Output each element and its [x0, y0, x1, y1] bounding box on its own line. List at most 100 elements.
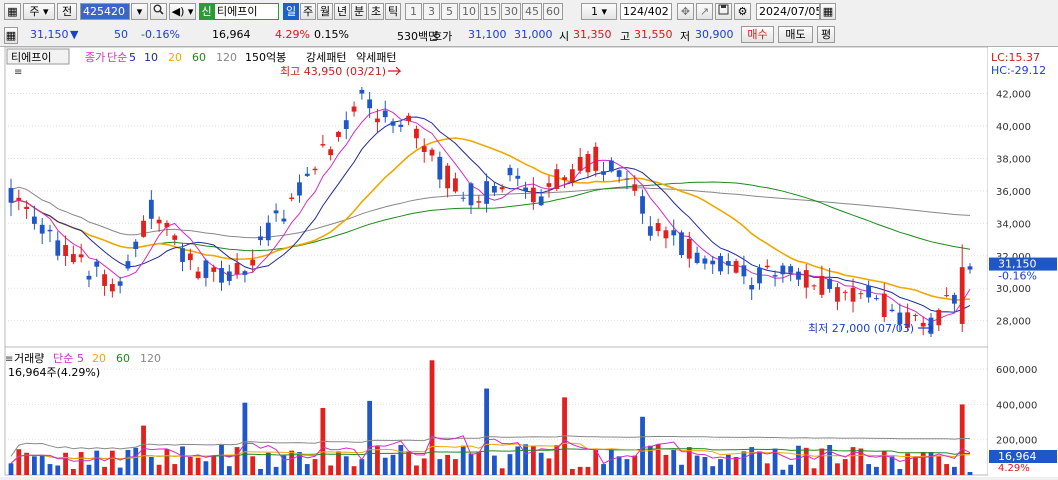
- down-arrow-icon: ▼: [70, 28, 79, 41]
- candle-body: [772, 275, 778, 277]
- period-button-5[interactable]: 초: [368, 3, 384, 20]
- candle-body: [874, 298, 879, 300]
- candle-body: [359, 89, 365, 94]
- volume-bar: [827, 445, 833, 475]
- volume-legend-item: 단순: [53, 352, 73, 365]
- crosshair-icon[interactable]: ✥: [677, 3, 694, 20]
- sound-icon[interactable]: ◀) ▾: [169, 3, 196, 20]
- eval-button[interactable]: 평: [817, 26, 835, 43]
- candle-body: [281, 218, 287, 222]
- period-button-2[interactable]: 월: [317, 3, 333, 20]
- volume-bar: [328, 465, 334, 475]
- draw-tool-icon[interactable]: ↗: [696, 3, 713, 20]
- count-select[interactable]: 1 ▾: [581, 3, 617, 20]
- interval-button-1[interactable]: 1: [405, 3, 422, 20]
- settings-icon[interactable]: ⚙: [734, 3, 751, 20]
- code-dropdown-icon[interactable]: ▾: [131, 3, 148, 20]
- volume-bar: [523, 444, 528, 475]
- candle-body: [944, 295, 950, 297]
- candle-body: [671, 230, 677, 236]
- volume-bar: [733, 457, 739, 475]
- candle-body: [367, 99, 373, 109]
- date-field[interactable]: 2024/07/05: [756, 3, 820, 20]
- buy-button[interactable]: 매수: [741, 26, 774, 43]
- candle-body: [499, 187, 505, 190]
- save-icon[interactable]: [715, 3, 732, 20]
- interval-button-5[interactable]: 5: [441, 3, 458, 20]
- candle-body: [148, 199, 154, 219]
- volume-bar: [148, 457, 154, 475]
- stock-code-input[interactable]: 425420: [80, 3, 130, 20]
- calendar-icon[interactable]: ▦: [820, 3, 836, 20]
- volume-bar: [905, 453, 911, 475]
- volume-bar: [16, 449, 22, 475]
- candle-body: [577, 156, 583, 171]
- candle-body: [63, 245, 68, 256]
- candle-body: [952, 294, 957, 304]
- period-button-1[interactable]: 주: [300, 3, 316, 20]
- candle-body: [460, 197, 466, 199]
- candle-body: [156, 219, 162, 224]
- interval-button-15[interactable]: 15: [480, 3, 500, 20]
- candle-body: [117, 281, 123, 286]
- sell-button[interactable]: 매도: [778, 26, 813, 43]
- period-button-4[interactable]: 분: [351, 3, 367, 20]
- volume-bar: [710, 466, 716, 475]
- volume-bar: [959, 404, 965, 475]
- interval-button-30[interactable]: 30: [501, 3, 521, 20]
- stock-name-field[interactable]: 티에프이: [214, 3, 279, 20]
- volume-bar: [858, 448, 864, 475]
- volume-ma20-line: [10, 442, 971, 464]
- candle-body: [180, 248, 185, 262]
- period-type-select[interactable]: 주 ▾: [23, 3, 55, 20]
- candle-body: [258, 236, 263, 241]
- volume-bar: [702, 457, 708, 475]
- range-field[interactable]: 124/402: [620, 3, 672, 20]
- volume-bar: [554, 445, 560, 475]
- last-price-box: [989, 257, 1057, 271]
- volume-bar: [819, 448, 825, 475]
- candle-body: [827, 278, 833, 289]
- interval-button-10[interactable]: 10: [459, 3, 479, 20]
- candle-body: [476, 201, 482, 203]
- prev-button[interactable]: 전: [57, 3, 77, 20]
- period-button-0[interactable]: 일: [283, 3, 299, 20]
- volume-bar: [343, 456, 349, 475]
- volume-bar: [671, 448, 677, 475]
- volume-legend-item: 20: [92, 352, 106, 365]
- interval-button-3[interactable]: 3: [423, 3, 440, 20]
- volume-pct: 4.29%: [275, 28, 310, 41]
- search-icon[interactable]: [150, 3, 167, 20]
- candle-body: [757, 268, 762, 284]
- candle-body: [172, 235, 178, 240]
- period-button-3[interactable]: 년: [334, 3, 350, 20]
- candle-body: [226, 271, 232, 281]
- candle-body: [889, 309, 895, 312]
- hc-label: HC:-29.12: [991, 64, 1046, 77]
- candle-body: [725, 261, 731, 266]
- chart-type-icon[interactable]: ▦: [4, 3, 21, 20]
- volume-bar: [117, 467, 123, 475]
- period-button-6[interactable]: 틱: [385, 3, 401, 20]
- volume-bar: [55, 465, 61, 475]
- volume-bar: [874, 466, 879, 475]
- grid-icon[interactable]: ▦: [4, 27, 18, 44]
- volume-bar: [460, 445, 466, 475]
- candle-body: [304, 173, 310, 176]
- candle-body: [398, 124, 404, 127]
- volume-bar: [593, 449, 599, 475]
- volume-bar: [336, 451, 341, 475]
- quote-bar: ▦ 31,150 ▼ 50 -0.16% 16,964 4.29% 0.15% …: [0, 24, 1058, 47]
- volume-bar: [421, 458, 427, 475]
- high-annotation: 최고 43,950 (03/21): [280, 65, 386, 78]
- volume-bar: [429, 360, 435, 475]
- chart-area: 42,000 40,000 38,000 36,000 34,000 32,000 30,0…: [0, 46, 1058, 477]
- volume-bar: [850, 447, 856, 475]
- candle-body: [336, 131, 341, 138]
- interval-button-60[interactable]: 60: [543, 3, 563, 20]
- candle-body: [710, 260, 716, 265]
- volume-bar: [679, 464, 684, 475]
- current-price: 31,150: [30, 28, 69, 41]
- interval-button-45[interactable]: 45: [522, 3, 542, 20]
- candle-body: [382, 110, 388, 118]
